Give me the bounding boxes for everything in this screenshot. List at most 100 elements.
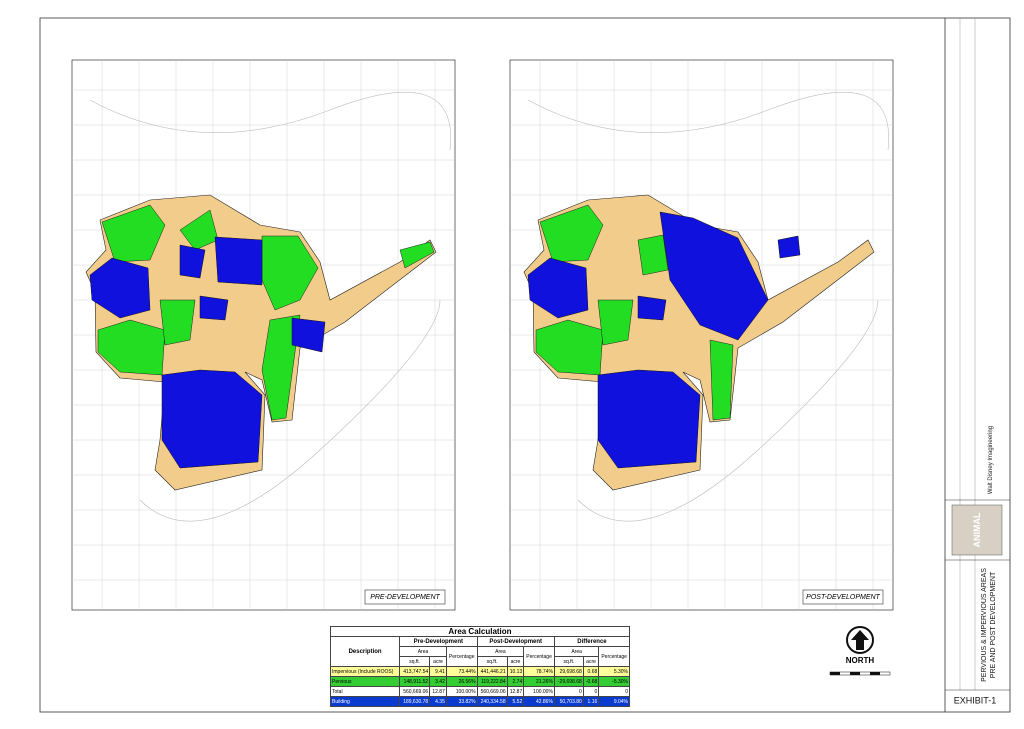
table-row: Total 560,669.06 12.87 100.00% 560,669.06 12.… xyxy=(329,686,630,697)
table-cell: Pre-Development xyxy=(399,636,478,647)
table-cell: sq.ft. xyxy=(553,656,584,667)
table-cell: 50,703.80 xyxy=(553,696,584,707)
pervious-area xyxy=(101,204,166,263)
logo: ANIMAL xyxy=(972,512,982,547)
table-cell: 3.42 xyxy=(429,676,447,687)
table-cell: 148,911.52 xyxy=(399,676,431,687)
table-cell: 21.26% xyxy=(523,676,555,687)
table-cell: -29,698.68 xyxy=(553,676,584,687)
building xyxy=(214,236,263,286)
site-plan: POST-DEVELOPMENT xyxy=(509,59,894,611)
table-cell: 189,630.78 xyxy=(399,696,431,707)
table-cell: 441,446.21 xyxy=(476,666,508,677)
scale-bar xyxy=(829,671,891,676)
table-cell: Building xyxy=(329,696,401,707)
table-cell: Post-Development xyxy=(476,636,555,647)
table-cell: acre xyxy=(429,656,447,667)
table-cell: 29,698.68 xyxy=(553,666,584,677)
table-cell: 560,669.06 xyxy=(399,686,431,697)
table-cell: sq.ft. xyxy=(476,656,508,667)
table-cell: 5.52 xyxy=(506,696,525,707)
table-cell: Area xyxy=(476,646,525,657)
building xyxy=(199,295,229,321)
plan-label-box xyxy=(802,589,884,605)
table-cell: 240,334.58 xyxy=(476,696,508,707)
pervious-area xyxy=(637,234,669,276)
scale-seg xyxy=(870,672,880,675)
table-cell: 5.30% xyxy=(598,666,630,677)
table-cell: 100.00% xyxy=(523,686,555,697)
table-row: Pervious 148,911.52 3.42 26.56% 119,222.84 2.… xyxy=(329,676,630,687)
plans: PRE-DEVELOPMENT POST-DEVELOPMENT xyxy=(71,59,894,611)
contour xyxy=(139,299,441,522)
building xyxy=(527,257,589,319)
table-cell: 12.87 xyxy=(506,686,525,697)
contour xyxy=(89,91,452,151)
table-cell: Pervious xyxy=(329,676,401,687)
site-plan: PRE-DEVELOPMENT xyxy=(71,59,456,611)
pervious-area xyxy=(159,299,196,346)
table-cell: 9.04% xyxy=(598,696,630,707)
building xyxy=(777,235,801,259)
pervious-area xyxy=(709,339,734,421)
plan-label-box xyxy=(364,589,446,605)
north-label: NORTH xyxy=(846,656,875,665)
table-row: Impervious (Include ROOS) 413,747.54 9.41 7… xyxy=(329,666,630,677)
table-cell: Area xyxy=(553,646,600,657)
table-cell: acre xyxy=(506,656,525,667)
table-cell: -5.30% xyxy=(598,676,630,687)
table-cell: 2.74 xyxy=(506,676,525,687)
pervious-area xyxy=(539,204,604,263)
table-cell: Percentage xyxy=(523,646,555,667)
scale-seg xyxy=(830,672,840,675)
sheet-border xyxy=(39,17,1011,713)
logo-box xyxy=(951,504,1003,556)
table-cell: Impervious (Include ROOS) xyxy=(329,666,401,677)
table-cell: 0 xyxy=(598,686,630,697)
table-cell: 4.35 xyxy=(429,696,447,707)
contour xyxy=(577,299,879,522)
table-cell: Percentage xyxy=(445,646,478,667)
drawing-subtitle: PRE AND POST DEVELOPMENT xyxy=(990,571,997,678)
table-cell: 33.82% xyxy=(445,696,478,707)
table-cell: 119,222.84 xyxy=(476,676,508,687)
table-cell: 1.16 xyxy=(582,696,600,707)
table-cell: 413,747.54 xyxy=(399,666,431,677)
table-cell: 9.41 xyxy=(429,666,447,677)
table-cell: 78.74% xyxy=(523,666,555,677)
building xyxy=(89,257,151,319)
table-row: Building 189,630.78 4.35 33.82% 240,334.58 5.… xyxy=(329,696,630,707)
table-cell: sq.ft. xyxy=(399,656,431,667)
table-cell: 12.87 xyxy=(429,686,447,697)
table-cell: Percentage xyxy=(598,646,630,667)
building xyxy=(291,317,326,353)
table-cell: Total xyxy=(329,686,401,697)
building xyxy=(597,369,701,469)
area-table: Area Calculation Description Pre-Developme… xyxy=(329,626,631,707)
table-cell: 42.86% xyxy=(523,696,555,707)
pervious-area xyxy=(597,299,634,346)
table-cell: Area Calculation xyxy=(330,626,630,637)
pervious-area xyxy=(399,241,435,269)
table-cell: 100.00% xyxy=(445,686,478,697)
table-cell: -0.68 xyxy=(582,676,600,687)
building xyxy=(659,211,769,341)
table-cell: 0 xyxy=(553,686,584,697)
building xyxy=(161,369,263,469)
company: Walt Disney Imagineering xyxy=(988,426,994,494)
table-cell: 10.13 xyxy=(506,666,525,677)
table-cell: Difference xyxy=(553,636,631,647)
table-cell: 0.68 xyxy=(582,666,600,677)
table-cell: 0 xyxy=(582,686,600,697)
table-cell: Description xyxy=(329,636,401,667)
table-cell: 560,669.06 xyxy=(476,686,508,697)
pervious-area xyxy=(261,314,301,421)
north-arrowhead xyxy=(851,630,869,650)
title-block: ANIMAL Walt Disney Imagineering PERVIOUS… xyxy=(945,18,1010,705)
contour xyxy=(527,91,890,151)
scale-seg xyxy=(850,672,860,675)
plan-label: POST-DEVELOPMENT xyxy=(806,594,880,601)
building xyxy=(637,295,667,321)
